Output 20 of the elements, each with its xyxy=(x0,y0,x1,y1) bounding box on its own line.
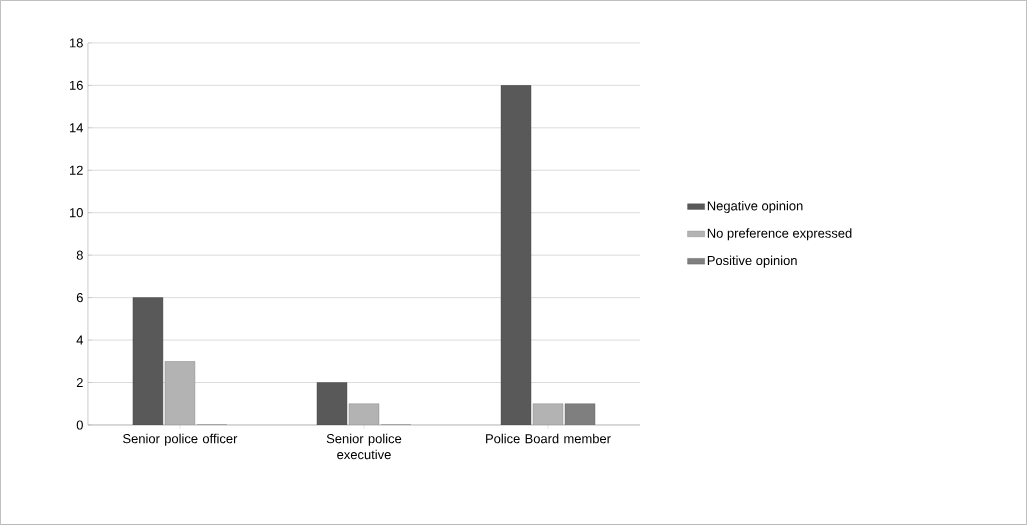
bar xyxy=(132,297,164,426)
y-tick-label: 16 xyxy=(69,80,83,90)
x-tick-label: Police Board member xyxy=(486,433,611,444)
x-tick-label: Senior police officer xyxy=(123,433,238,446)
y-tick-label: 2 xyxy=(76,378,83,388)
bar xyxy=(164,361,196,426)
y-tick-label: 4 xyxy=(76,335,84,345)
legend-label: Positive opinion xyxy=(707,255,797,268)
y-tick-label: 14 xyxy=(69,123,84,133)
y-tick-label: 8 xyxy=(76,250,83,260)
y-tick-label: 12 xyxy=(69,165,83,175)
y-tick-label: 18 xyxy=(69,38,83,48)
y-tick-label: 0 xyxy=(76,420,83,430)
y-tick-label: 10 xyxy=(69,208,83,218)
bar xyxy=(500,85,532,426)
legend-label: Negative opinion xyxy=(707,200,803,214)
x-tick-label: Senior police executive xyxy=(326,433,402,460)
bar xyxy=(316,382,348,426)
legend-label: No preference expressed xyxy=(707,228,852,241)
y-tick-label: 6 xyxy=(76,293,83,303)
